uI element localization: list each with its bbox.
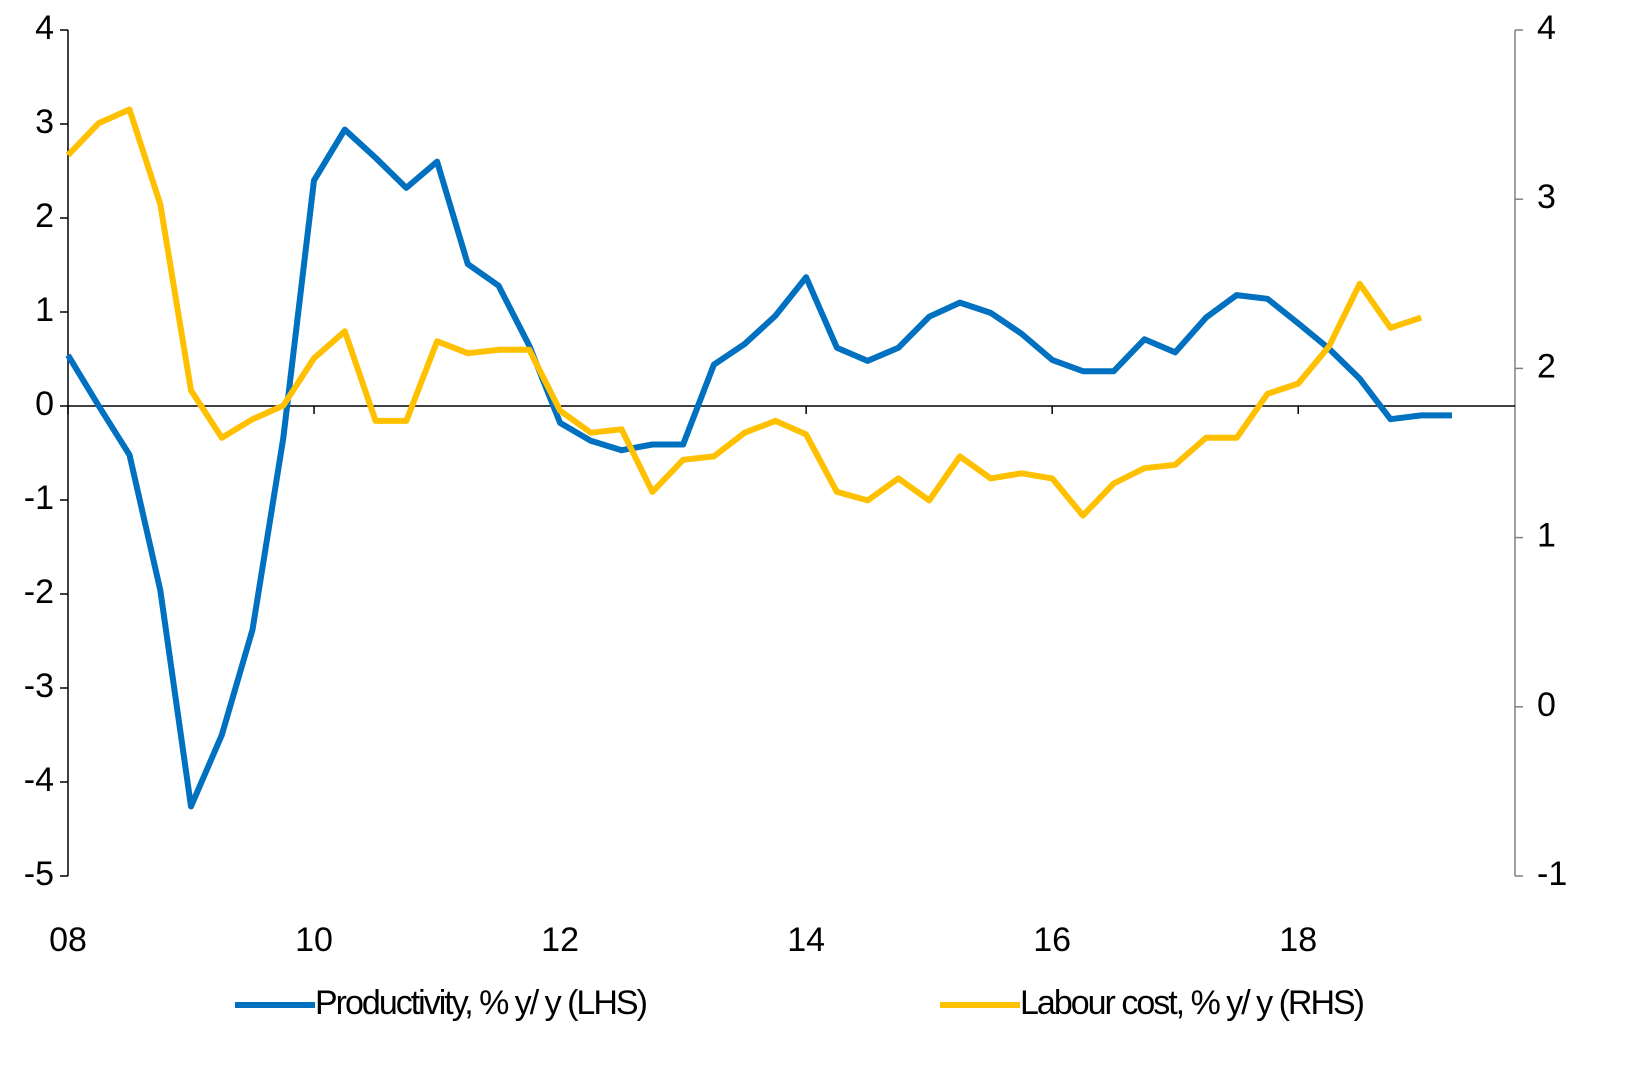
y2-tick-label: 3 <box>1537 178 1556 216</box>
x-tick-label: 12 <box>541 921 579 959</box>
y2-tick-label: 2 <box>1537 347 1556 385</box>
y-tick-label: 1 <box>35 291 54 329</box>
y-tick-label: 2 <box>35 197 54 235</box>
y2-tick-label: 0 <box>1537 686 1556 724</box>
y-tick-label: 4 <box>35 9 54 47</box>
x-tick-label: 14 <box>787 921 825 959</box>
y-tick-label: -4 <box>24 761 54 799</box>
y-tick-label: -1 <box>24 479 54 517</box>
series-line <box>65 106 1423 519</box>
y2-tick-label: 1 <box>1537 517 1556 555</box>
y-tick-label: -2 <box>24 573 54 611</box>
legend-label: Labour cost, % y/ y (RHS) <box>1020 984 1364 1022</box>
x-tick-label: 16 <box>1033 921 1071 959</box>
series-line <box>65 126 1452 810</box>
y-tick-label: -3 <box>24 667 54 705</box>
y2-tick-label: 4 <box>1537 9 1556 47</box>
x-tick-label: 18 <box>1279 921 1317 959</box>
y-tick-label: 3 <box>35 103 54 141</box>
x-tick-label: 08 <box>49 921 87 959</box>
legend-label: Productivity, % y/ y (LHS) <box>315 984 647 1022</box>
x-tick-label: 10 <box>295 921 333 959</box>
y-tick-label: -5 <box>24 855 54 893</box>
y2-tick-label: -1 <box>1537 855 1567 893</box>
y-tick-label: 0 <box>35 385 54 423</box>
